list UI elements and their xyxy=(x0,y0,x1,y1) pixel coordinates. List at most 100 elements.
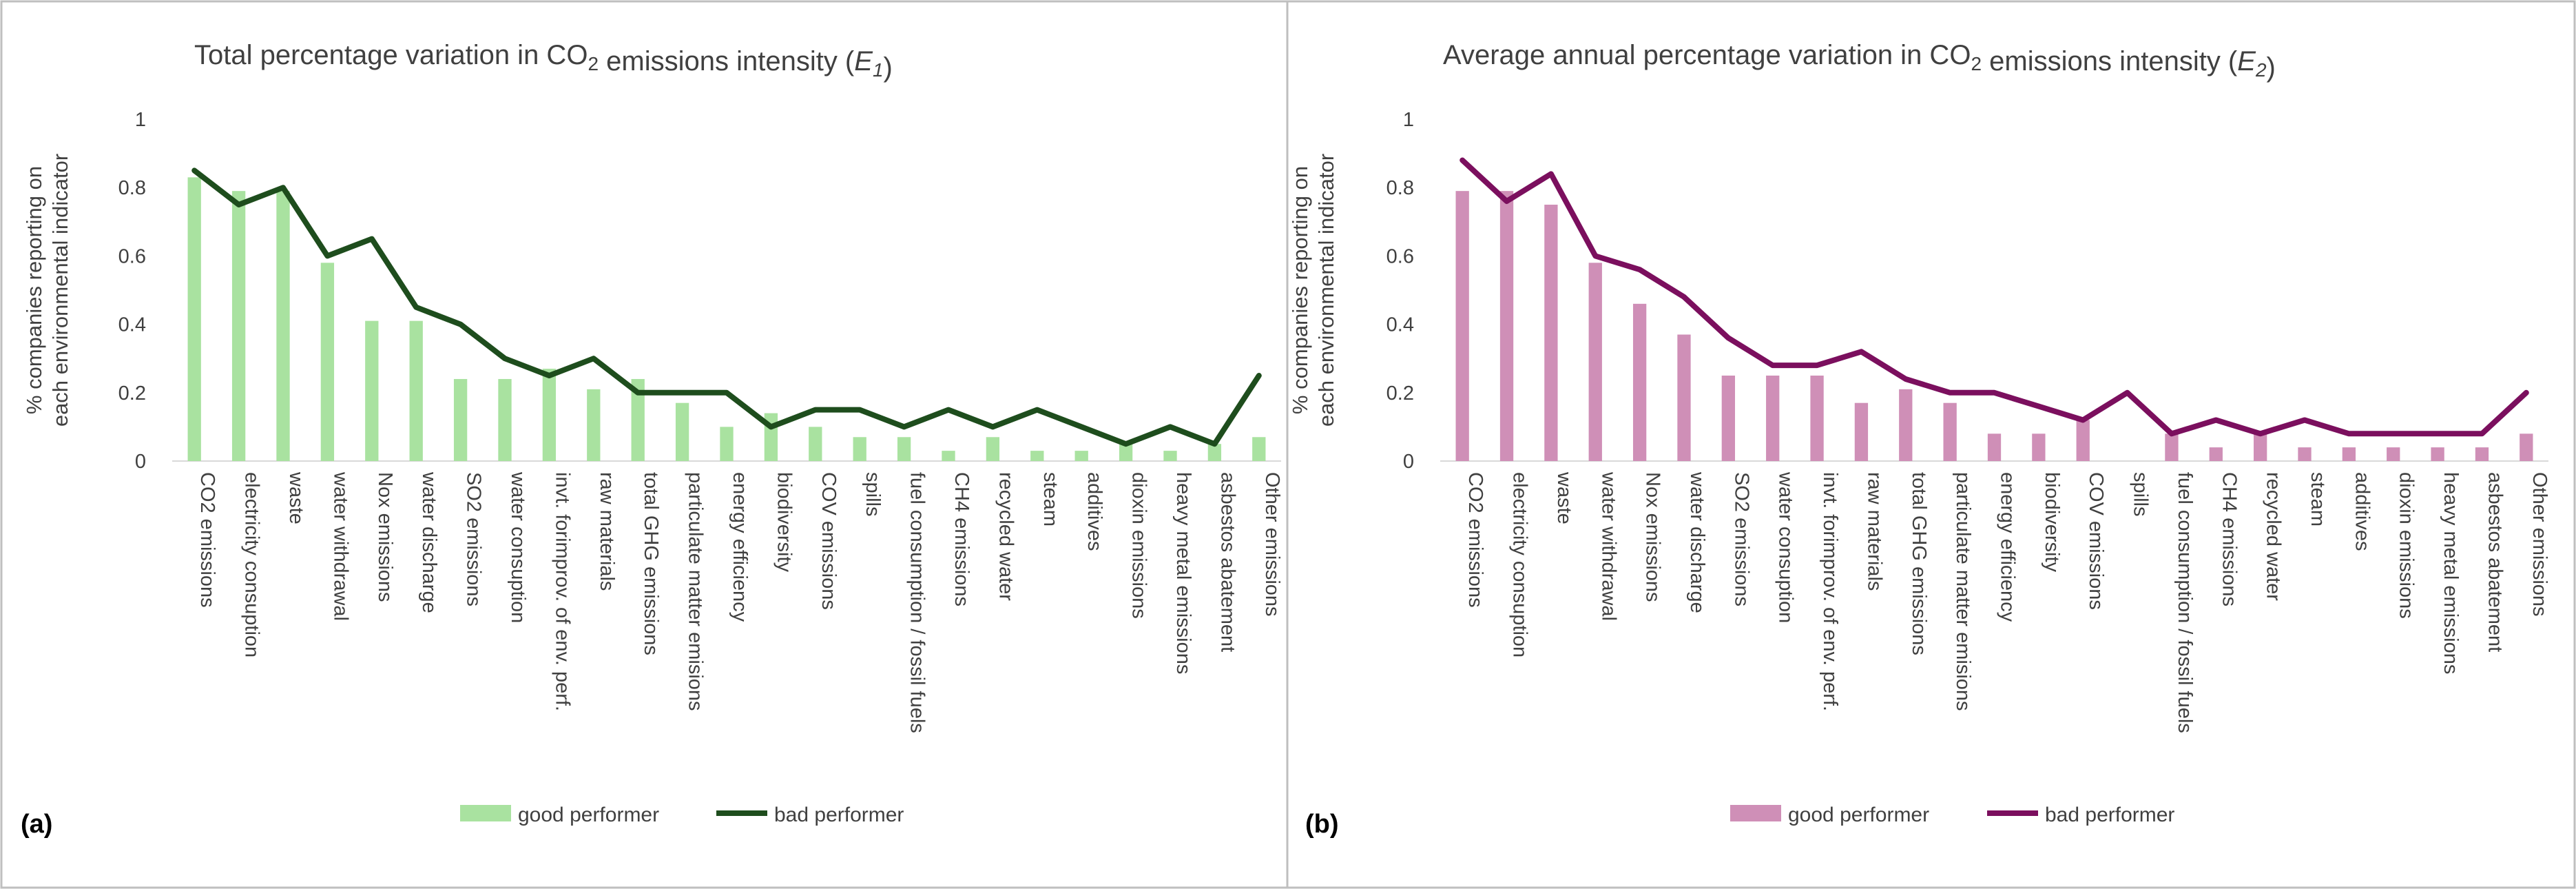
bar-good-performer xyxy=(1119,444,1133,461)
bar-good-performer xyxy=(409,320,423,461)
bar-good-performer xyxy=(2342,447,2356,461)
x-tick-label: COV emissions xyxy=(2085,472,2107,610)
bar-good-performer xyxy=(2431,447,2444,461)
x-tick-label: heavy metal emissions xyxy=(2440,472,2462,674)
bar-good-performer xyxy=(1854,402,1869,461)
bar-good-performer xyxy=(231,191,246,461)
bar-good-performer xyxy=(631,378,645,461)
line-point-bad-performer xyxy=(2391,432,2395,436)
x-tick-label: total GHG emissions xyxy=(640,472,662,655)
line-point-bad-performer xyxy=(947,408,950,411)
x-tick-label: spills xyxy=(2130,472,2152,516)
line-point-bad-performer xyxy=(370,237,373,241)
x-tick-label: electricity consuption xyxy=(241,472,263,657)
x-tick-label: waste xyxy=(1553,471,1575,524)
line-point-bad-performer xyxy=(2126,391,2129,394)
y-axis-label: % companies reporting oneach environment… xyxy=(22,154,72,427)
x-tick-label: electricity consuption xyxy=(1509,472,1531,657)
x-tick-label: dioxin emissions xyxy=(2396,472,2418,619)
bar-good-performer xyxy=(542,369,557,461)
x-tick-label: invt. forimprov. of env. perf. xyxy=(1819,472,1841,711)
x-tick-label: fuel consumption / fossil fuels xyxy=(906,472,928,733)
y-tick-label: 0.6 xyxy=(1386,245,1414,267)
bar-good-performer xyxy=(1074,451,1088,461)
line-point-bad-performer xyxy=(1461,159,1464,162)
x-tick-label: Nox emissions xyxy=(1642,472,1664,602)
y-tick-label: 0.4 xyxy=(118,314,146,336)
x-tick-label: energy efficiency xyxy=(729,472,751,622)
x-tick-label: water consuption xyxy=(1775,471,1797,623)
line-point-bad-performer xyxy=(459,323,462,326)
x-tick-label: CO2 emissions xyxy=(1464,472,1486,608)
legend-swatch-good xyxy=(460,805,511,821)
x-tick-label: Other emissions xyxy=(2528,472,2551,617)
x-tick-label: water withdrawal xyxy=(329,471,351,621)
y-tick-label: 0 xyxy=(135,451,146,473)
x-tick-label: fuel consumption / fossil fuels xyxy=(2174,472,2196,733)
x-tick-label: additives xyxy=(1083,472,1105,551)
x-tick-label: recycled water xyxy=(995,472,1017,601)
x-tick-label: biodiversity xyxy=(2041,472,2063,573)
line-point-bad-performer xyxy=(2214,418,2218,422)
y-tick-label: 0.8 xyxy=(1386,177,1414,199)
bar-good-performer xyxy=(1632,303,1647,461)
y-tick-label: 0 xyxy=(1403,451,1414,473)
x-tick-label: spills xyxy=(862,472,884,516)
line-point-bad-performer xyxy=(1035,408,1039,411)
line-point-bad-performer xyxy=(1682,295,1685,298)
bar-good-performer xyxy=(1677,334,1691,461)
bar-good-performer xyxy=(2076,420,2090,461)
bar-good-performer xyxy=(2520,433,2533,461)
line-point-bad-performer xyxy=(858,408,862,411)
line-point-bad-performer xyxy=(1949,391,1952,394)
bar-good-performer xyxy=(1207,444,1222,461)
x-tick-label: CH4 emissions xyxy=(951,472,973,606)
bar-good-performer xyxy=(276,191,290,461)
chart-panel-a: Total percentage variation in CO2 emissi… xyxy=(21,40,1283,839)
line-point-bad-performer xyxy=(902,425,906,429)
bar-good-performer xyxy=(1810,376,1824,461)
x-tick-label: water discharge xyxy=(1686,471,1708,613)
chart-panel-b: Average annual percentage variation in C… xyxy=(1288,40,2551,839)
x-tick-label: COV emissions xyxy=(818,472,840,610)
x-tick-label: particulate matter emisions xyxy=(685,472,707,711)
bar-good-performer xyxy=(675,402,689,461)
x-tick-label: Other emissions xyxy=(1261,472,1283,617)
bar-good-performer xyxy=(2032,433,2046,461)
bar-good-performer xyxy=(942,451,955,461)
bar-good-performer xyxy=(1943,402,1957,461)
x-tick-label: water consuption xyxy=(507,471,529,623)
x-tick-label: recycled water xyxy=(2263,472,2285,601)
bar-good-performer xyxy=(1588,263,1602,461)
legend-label-bad: bad performer xyxy=(774,804,904,826)
line-point-bad-performer xyxy=(1080,425,1083,429)
x-tick-label: steam xyxy=(2307,472,2329,527)
bar-good-performer xyxy=(1899,389,1913,461)
bar-good-performer xyxy=(1455,191,1469,461)
bar-good-performer xyxy=(2298,447,2312,461)
line-point-bad-performer xyxy=(1257,374,1260,377)
line-point-bad-performer xyxy=(1993,391,1996,394)
bar-good-performer xyxy=(986,437,1000,461)
line-point-bad-performer xyxy=(1124,442,1128,446)
bar-good-performer xyxy=(320,263,335,461)
x-tick-label: additives xyxy=(2351,472,2373,551)
line-point-bad-performer xyxy=(813,408,817,411)
bar-good-performer xyxy=(1030,451,1044,461)
line-point-bad-performer xyxy=(326,254,329,258)
legend-label-good: good performer xyxy=(518,804,659,826)
line-point-bad-performer xyxy=(1904,377,1907,380)
panel-label: (a) xyxy=(21,810,52,839)
line-point-bad-performer xyxy=(1549,172,1552,176)
line-point-bad-performer xyxy=(415,305,418,309)
x-tick-label: energy efficiency xyxy=(1997,472,2019,622)
x-tick-label: waste xyxy=(285,471,307,524)
x-tick-label: total GHG emissions xyxy=(1908,472,1930,655)
bar-good-performer xyxy=(853,437,866,461)
bar-good-performer xyxy=(1721,376,1735,461)
y-tick-label: 0.2 xyxy=(1386,382,1414,405)
y-tick-label: 0.4 xyxy=(1386,314,1414,336)
line-point-bad-performer xyxy=(1727,336,1730,340)
x-tick-label: CH4 emissions xyxy=(2218,472,2240,606)
